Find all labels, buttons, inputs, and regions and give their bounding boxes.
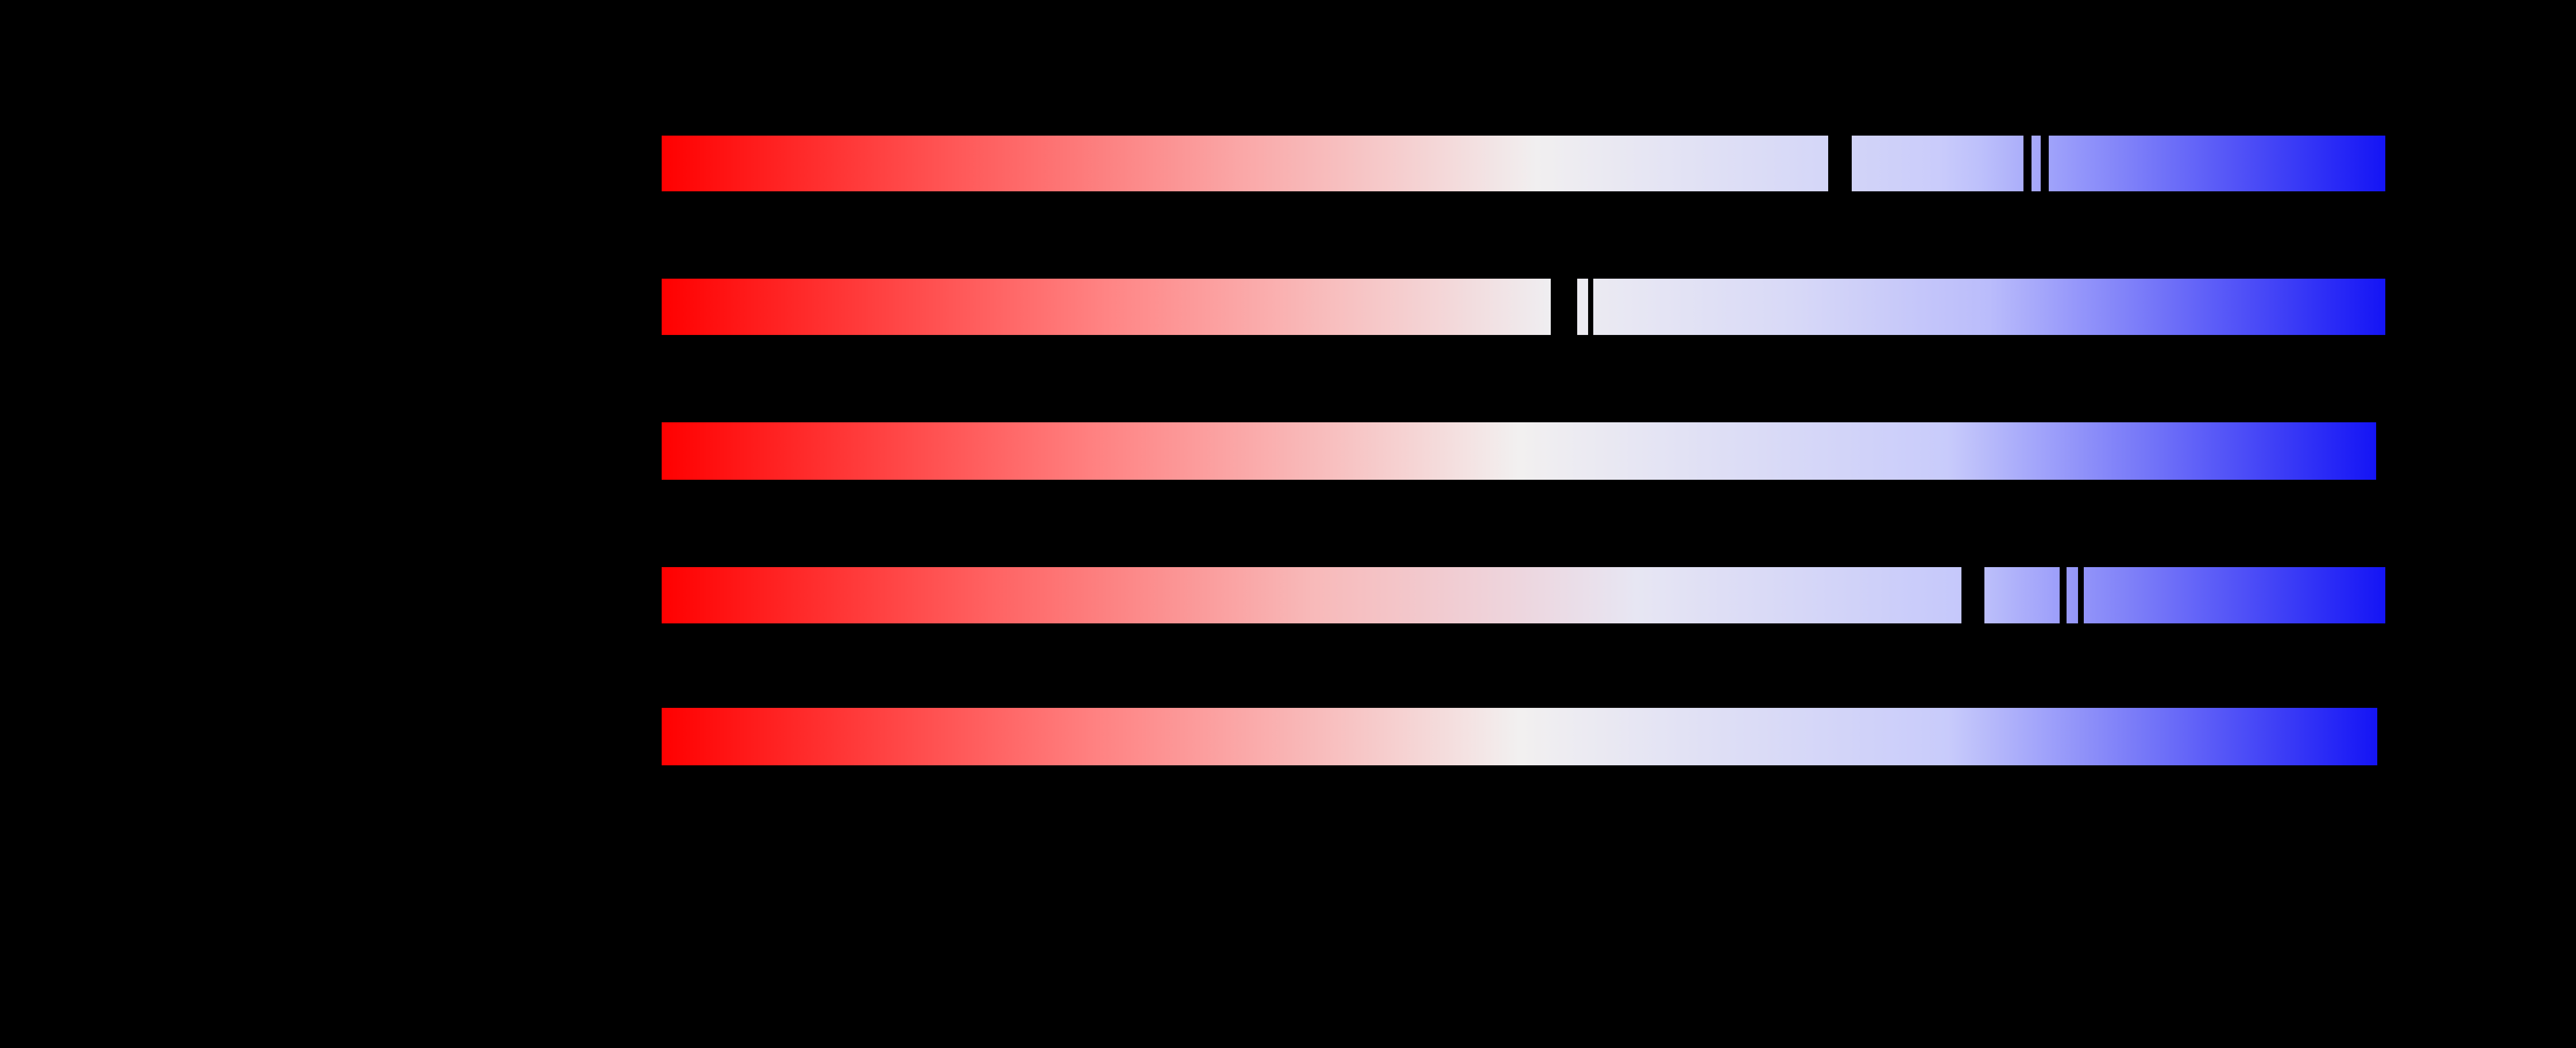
gap-segment <box>2041 136 2049 191</box>
gradient-segment <box>662 567 1961 623</box>
gradient-segment <box>662 422 2376 480</box>
gradient-track <box>662 567 2385 623</box>
gradient-track <box>662 136 2385 191</box>
gap-segment <box>2078 567 2084 623</box>
gradient-track <box>662 279 2385 335</box>
gap-segment <box>1588 279 1593 335</box>
gradient-track <box>662 708 2377 765</box>
gap-segment <box>1551 279 1577 335</box>
gradient-segment <box>662 708 2377 765</box>
gap-segment <box>2060 567 2067 623</box>
gap-segment <box>2023 136 2032 191</box>
gradient-segment <box>662 279 1551 335</box>
gradient-segment <box>2084 567 2385 623</box>
gap-segment <box>1961 567 1984 623</box>
gradient-segment <box>2067 567 2078 623</box>
gradient-segment <box>662 136 1828 191</box>
gradient-segment <box>2032 136 2041 191</box>
gradient-segment <box>1984 567 2060 623</box>
gap-segment <box>1828 136 1852 191</box>
gradient-segment <box>1593 279 2385 335</box>
gradient-segment <box>1577 279 1588 335</box>
gradient-segment <box>1852 136 2023 191</box>
gradient-segment <box>2049 136 2385 191</box>
gradient-track <box>662 422 2376 480</box>
